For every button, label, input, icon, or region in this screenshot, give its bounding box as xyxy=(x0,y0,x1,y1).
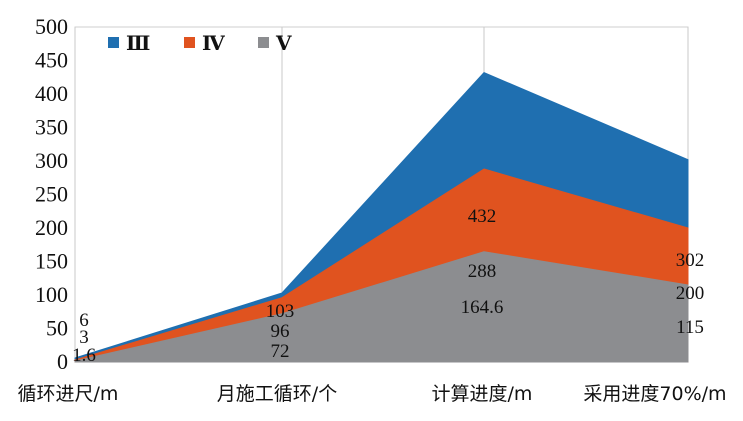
y-tick-label-3: 150 xyxy=(35,249,68,274)
y-tick-label-1: 50 xyxy=(46,316,68,341)
data-label-s0-c1: 103 xyxy=(266,301,295,322)
data-label-s0-c2: 432 xyxy=(468,206,497,227)
x-category-label-3: 采用进度70%/m xyxy=(583,383,726,405)
x-category-label-1: 月施工循环/个 xyxy=(217,383,337,405)
legend-swatch-1 xyxy=(184,37,195,48)
y-tick-label-0: 0 xyxy=(57,349,68,374)
data-label-s2-c0: 1.6 xyxy=(72,345,96,366)
data-label-s2-c2: 164.6 xyxy=(461,297,504,318)
x-category-label-2: 计算进度/m xyxy=(432,383,533,405)
legend-swatch-2 xyxy=(258,37,269,48)
data-label-s2-c3: 115 xyxy=(676,317,704,338)
y-tick-label-4: 200 xyxy=(35,215,68,240)
y-tick-label-9: 450 xyxy=(35,48,68,73)
data-label-s0-c0: 6 xyxy=(79,310,89,331)
data-label-s1-c2: 288 xyxy=(468,261,497,282)
legend-label-1: Ⅳ xyxy=(202,33,225,55)
legend-label-2: Ⅴ xyxy=(275,33,292,55)
y-tick-label-7: 350 xyxy=(35,115,68,140)
y-tick-label-8: 400 xyxy=(35,81,68,106)
y-tick-label-6: 300 xyxy=(35,148,68,173)
y-tick-label-5: 250 xyxy=(35,182,68,207)
area-series-2 xyxy=(74,251,689,363)
data-label-s1-c1: 96 xyxy=(271,321,290,342)
data-label-s0-c3: 302 xyxy=(676,250,705,271)
y-tick-label-2: 100 xyxy=(35,282,68,307)
y-tick-label-10: 500 xyxy=(35,14,68,39)
data-label-s1-c0: 3 xyxy=(79,327,89,348)
legend-swatch-0 xyxy=(108,37,119,48)
data-label-s2-c1: 72 xyxy=(271,341,290,362)
data-label-s1-c3: 200 xyxy=(676,283,705,304)
legend-label-0: Ⅲ xyxy=(126,33,150,55)
x-category-label-0: 循环进尺/m xyxy=(18,383,119,405)
